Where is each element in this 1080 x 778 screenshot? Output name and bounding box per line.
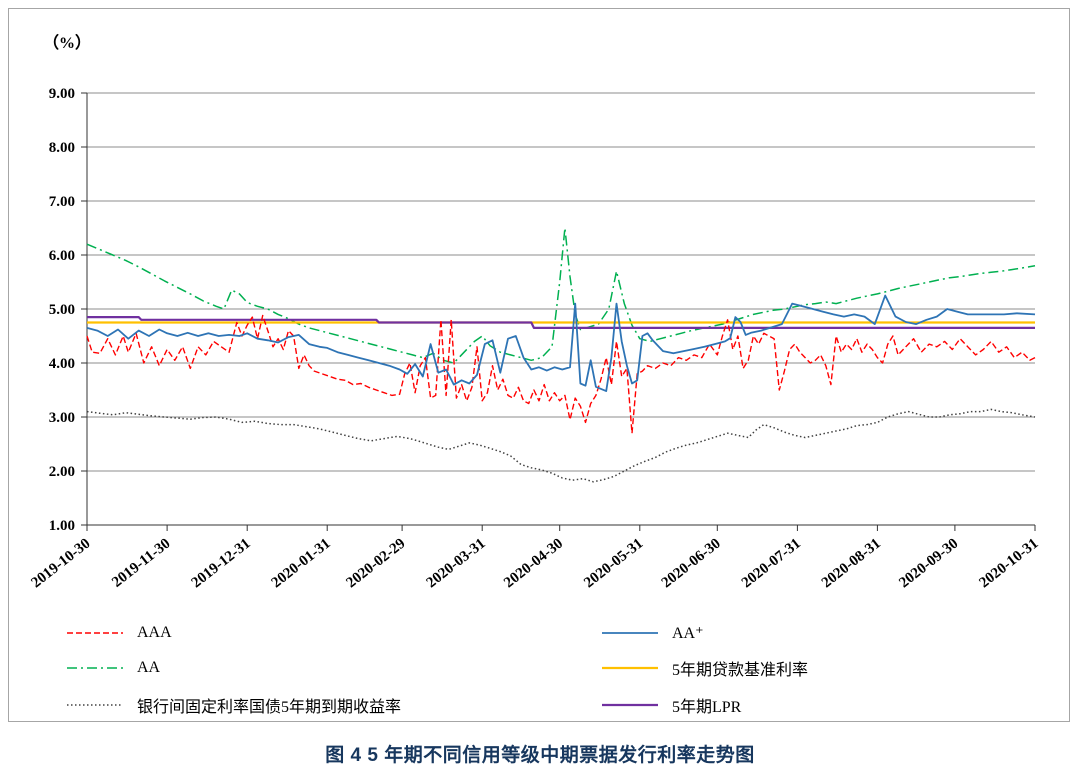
x-tick-label: 2019-12-31 — [189, 536, 254, 592]
legend-item-aa-plus: AA⁺ — [601, 623, 1036, 643]
chart-frame: （%） 1.00 2.00 3.00 4.00 5.00 6.00 7.00 8.00 9.00… — [8, 8, 1070, 722]
x-tick-label: 2020-08-31 — [819, 536, 884, 592]
x-tick-label: 2020-01-31 — [269, 536, 334, 592]
y-tick-label: 8.00 — [49, 140, 75, 156]
legend-line-aa — [67, 667, 123, 669]
legend-item-lpr-5y: 5年期LPR — [601, 693, 1036, 717]
x-tick-label: 2020-10-31 — [976, 536, 1041, 592]
y-tick-label: 7.00 — [49, 194, 75, 210]
x-tick-label: 2020-05-31 — [581, 536, 646, 592]
legend-label-lpr-5y: 5年期LPR — [672, 699, 742, 716]
legend-item-aa: AA — [66, 656, 601, 680]
legend-line-aa-plus — [602, 632, 658, 634]
y-tick-label: 2.00 — [49, 464, 75, 480]
series-aa-plus — [86, 294, 1036, 393]
y-tick-label: 3.00 — [49, 410, 75, 426]
x-tick-label: 2020-02-29 — [344, 536, 409, 592]
x-tick-label: 2020-07-31 — [739, 536, 804, 592]
legend-line-treasury-5y — [67, 704, 123, 706]
legend-label-aa: AA — [137, 659, 161, 676]
series-aa — [86, 227, 1036, 364]
legend-line-loan-benchmark-5y — [602, 666, 658, 670]
legend-label-aa-plus: AA⁺ — [672, 625, 704, 642]
figure-caption: 图 4 5 年期不同信用等级中期票据发行利率走势图 — [325, 745, 755, 766]
series-aaa — [86, 314, 1036, 434]
legend-line-aaa — [67, 632, 123, 634]
series-treasury-5y — [86, 408, 1036, 483]
y-tick-label: 4.00 — [49, 356, 75, 372]
y-axis-unit-label: （%） — [43, 35, 92, 52]
legend-line-lpr-5y — [602, 703, 658, 707]
legend-label-aaa: AAA — [137, 624, 172, 641]
y-tick-label: 9.00 — [49, 86, 75, 102]
legend-label-treasury-5y: 银行间固定利率国债5年期到期收益率 — [137, 699, 402, 716]
legend-item-aaa: AAA — [66, 623, 601, 643]
x-tick-label: 2020-03-31 — [424, 536, 489, 592]
x-tick-label: 2020-04-30 — [501, 536, 566, 592]
legend-item-loan-benchmark-5y: 5年期贷款基准利率 — [601, 656, 1036, 680]
y-tick-label: 5.00 — [49, 302, 75, 318]
series-lpr-5y — [87, 316, 1035, 329]
chart-legend: AAA AA⁺ AA 5年期贷款基准利率银行间固定利率国债5年期到期收益率 5年期LPR — [66, 623, 1036, 717]
x-tick-label: 2019-11-30 — [109, 536, 173, 591]
x-tick-label: 2020-09-30 — [896, 536, 961, 592]
x-tick-label: 2019-10-30 — [28, 536, 93, 592]
x-tick-label: 2020-06-30 — [659, 536, 724, 592]
line-chart: 1.00 2.00 3.00 4.00 5.00 6.00 7.00 8.00 9.00 2019… — [28, 86, 1041, 592]
legend-item-treasury-5y: 银行间固定利率国债5年期到期收益率 — [66, 693, 601, 717]
y-tick-label: 6.00 — [49, 248, 75, 264]
legend-label-loan-benchmark-5y: 5年期贷款基准利率 — [672, 662, 809, 679]
y-tick-label: 1.00 — [49, 518, 75, 534]
